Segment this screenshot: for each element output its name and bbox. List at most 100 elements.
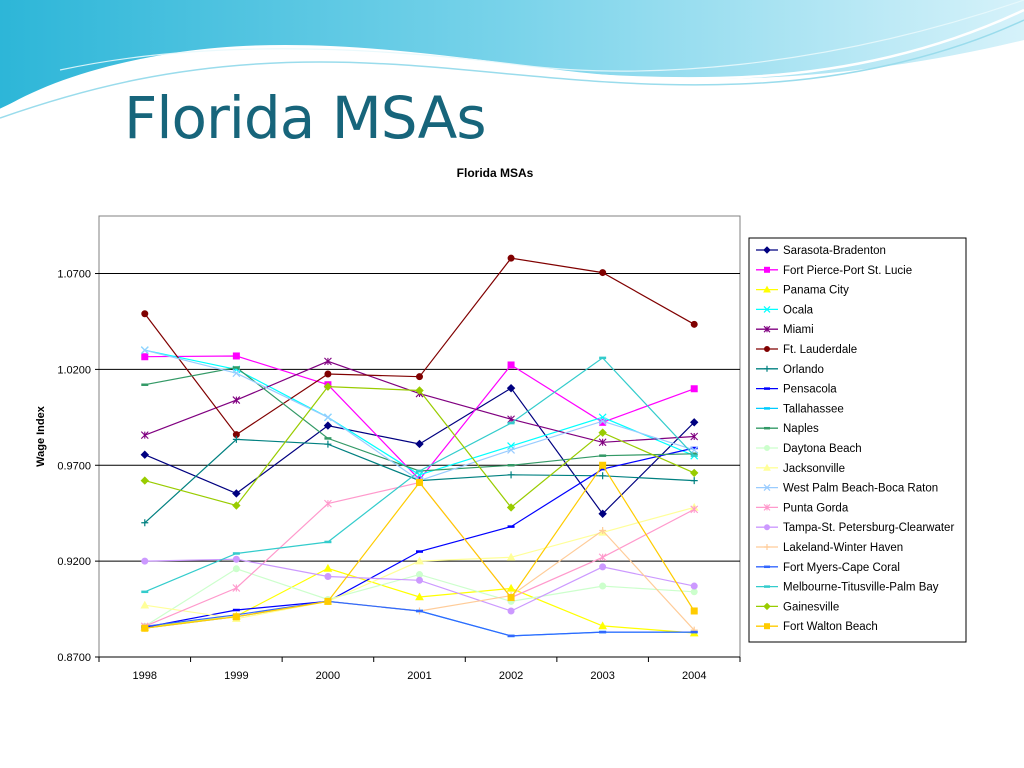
legend-marker-2 — [763, 285, 771, 293]
data-point-18-1 — [232, 501, 241, 510]
data-point-13-1 — [232, 584, 241, 592]
legend-label-11: Jacksonville — [783, 463, 845, 475]
data-point-2-5 — [598, 621, 607, 630]
data-point-5-0 — [141, 310, 149, 318]
data-point-19-5 — [599, 461, 607, 469]
data-point-0-3 — [415, 439, 424, 449]
x-tick-label: 2003 — [590, 670, 614, 682]
data-point-10-3 — [416, 571, 423, 579]
legend-label-14: Tampa-St. Petersburg-Clearwater — [783, 522, 954, 534]
legend-marker-18 — [763, 602, 771, 611]
data-point-1-1 — [232, 352, 240, 360]
data-point-13-5 — [598, 553, 607, 562]
data-point-18-6 — [690, 468, 699, 478]
data-point-15-5 — [599, 526, 607, 534]
legend-label-9: Naples — [783, 423, 819, 435]
legend-marker-10 — [764, 445, 770, 451]
legend-marker-6 — [764, 365, 770, 372]
data-point-11-3 — [415, 556, 424, 565]
data-point-5-6 — [690, 320, 698, 328]
x-tick-label: 2000 — [316, 670, 340, 682]
data-point-6-6 — [690, 477, 698, 485]
legend-label-3: Ocala — [783, 304, 814, 316]
decorative-banner — [0, 0, 1024, 119]
legend-marker-14 — [764, 524, 770, 531]
data-point-6-4 — [507, 471, 515, 479]
x-tick-label: 1999 — [224, 670, 248, 682]
data-point-18-2 — [323, 382, 333, 391]
data-point-19-1 — [232, 613, 240, 621]
data-point-4-2 — [324, 357, 332, 366]
x-tick-label: 2004 — [682, 670, 706, 682]
data-point-2-2 — [323, 563, 333, 572]
data-point-0-0 — [140, 450, 149, 459]
data-point-18-3 — [415, 386, 424, 395]
data-point-18-4 — [506, 503, 516, 512]
data-point-0-4 — [506, 383, 516, 393]
legend-marker-15 — [764, 544, 770, 550]
legend-label-4: Miami — [783, 324, 814, 336]
data-point-11-4 — [506, 552, 516, 561]
data-point-12-6 — [690, 445, 699, 454]
y-axis-title: Wage Index — [35, 405, 47, 467]
legend-label-16: Fort Myers-Cape Coral — [783, 562, 900, 574]
legend-label-5: Ft. Lauderdale — [783, 344, 857, 356]
data-point-13-2 — [324, 499, 332, 508]
legend-label-10: Daytona Beach — [783, 443, 862, 455]
legend-marker-19 — [764, 623, 770, 630]
data-point-0-1 — [232, 489, 241, 498]
data-point-18-5 — [598, 428, 607, 437]
data-point-14-4 — [507, 607, 515, 615]
data-point-18-0 — [140, 476, 149, 485]
y-tick-label: 0.9700 — [57, 460, 91, 472]
data-point-13-6 — [690, 505, 699, 514]
legend-label-1: Fort Pierce-Port St. Lucie — [783, 265, 912, 277]
data-point-19-0 — [141, 624, 149, 632]
legend-marker-0 — [763, 246, 771, 254]
data-point-4-0 — [140, 431, 149, 440]
legend-label-8: Tallahassee — [783, 403, 844, 415]
y-tick-label: 1.0700 — [57, 269, 91, 281]
data-point-1-6 — [690, 385, 698, 393]
data-point-19-2 — [324, 597, 332, 605]
y-tick-label: 0.9200 — [57, 556, 91, 568]
x-tick-label: 2002 — [499, 670, 523, 682]
data-point-6-2 — [324, 440, 332, 448]
legend-label-6: Orlando — [783, 364, 824, 376]
data-point-5-2 — [324, 370, 332, 378]
data-point-19-6 — [690, 607, 698, 615]
data-point-11-0 — [140, 600, 150, 609]
data-point-14-1 — [232, 555, 240, 563]
legend-marker-13 — [763, 504, 771, 511]
data-point-19-3 — [416, 479, 423, 487]
data-point-2-3 — [415, 592, 424, 601]
data-point-1-0 — [141, 353, 149, 361]
data-point-12-4 — [507, 445, 515, 454]
data-point-12-2 — [324, 413, 332, 422]
y-tick-label: 1.0200 — [57, 364, 91, 376]
data-point-0-2 — [323, 421, 333, 430]
x-tick-label: 1998 — [133, 670, 157, 682]
legend-label-17: Melbourne-Titusville-Palm Bay — [783, 582, 939, 594]
legend-label-0: Sarasota-Bradenton — [783, 245, 886, 257]
data-point-14-2 — [324, 572, 332, 580]
data-point-12-0 — [140, 346, 149, 355]
data-point-4-5 — [598, 438, 607, 447]
data-point-1-4 — [507, 361, 515, 369]
data-point-10-1 — [232, 565, 240, 573]
data-point-14-0 — [141, 557, 149, 565]
data-point-4-6 — [690, 432, 699, 441]
data-point-2-4 — [506, 583, 516, 592]
plot-area — [98, 215, 741, 658]
legend-marker-12 — [763, 484, 771, 492]
data-point-10-5 — [599, 582, 607, 590]
data-point-14-5 — [599, 563, 607, 571]
legend-marker-11 — [763, 463, 771, 471]
legend-label-18: Gainesville — [783, 601, 839, 613]
data-point-10-6 — [690, 588, 698, 596]
legend-marker-3 — [763, 305, 771, 313]
data-point-14-3 — [416, 576, 423, 584]
data-point-6-5 — [599, 472, 607, 480]
legend-label-15: Lakeland-Winter Haven — [783, 542, 903, 554]
